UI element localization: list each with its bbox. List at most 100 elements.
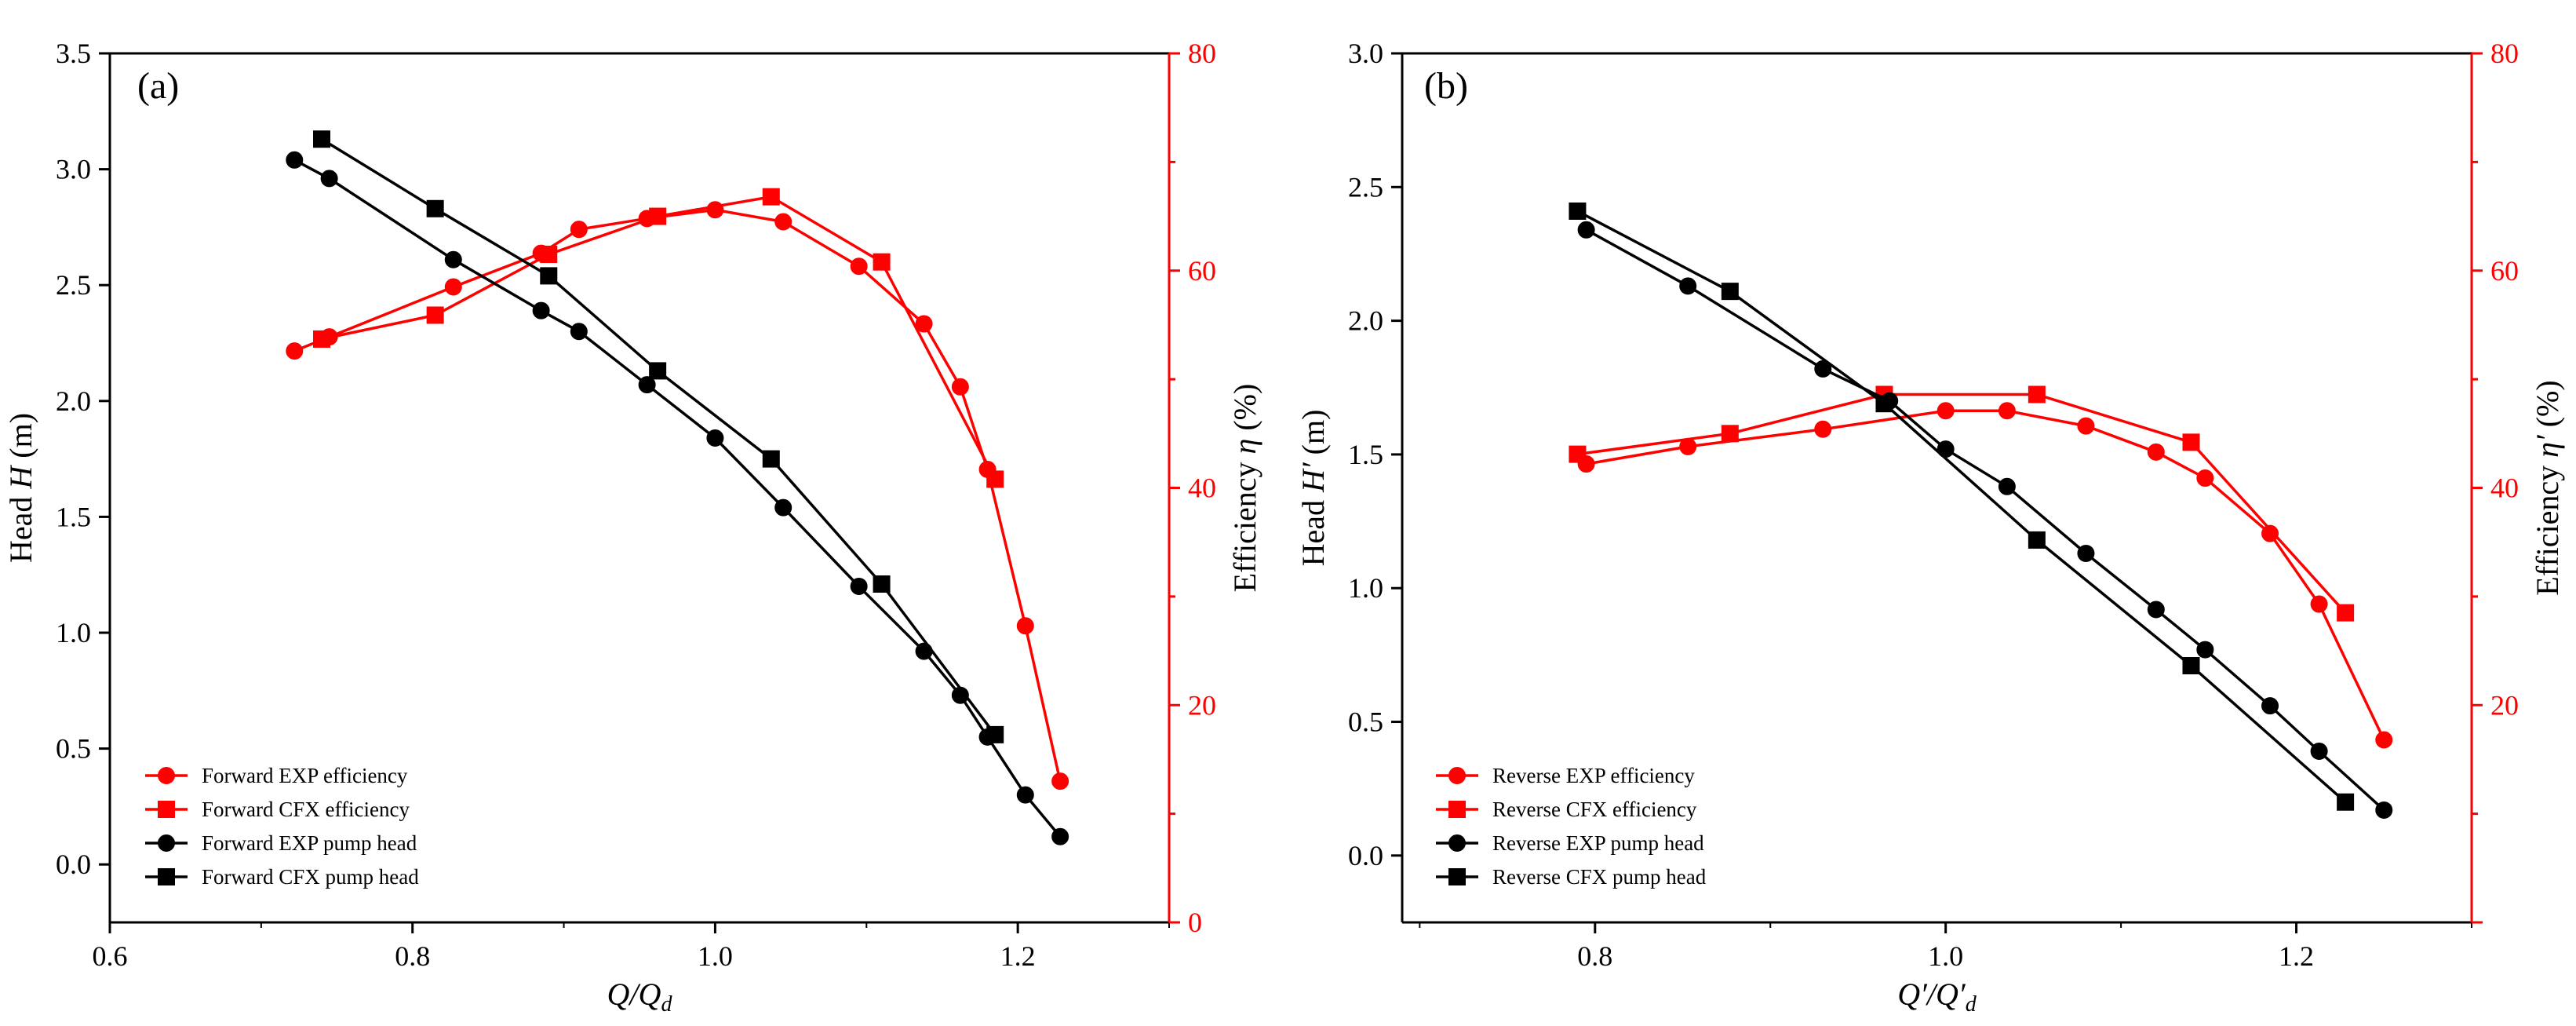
x-axis-title: Q′/Q′d	[1897, 977, 1977, 1017]
y-left-tick-label: 3.0	[1348, 38, 1383, 69]
data-point-circle	[2077, 544, 2095, 562]
data-point-circle	[2196, 469, 2214, 487]
data-point-circle	[2375, 801, 2393, 819]
data-point-circle	[1016, 617, 1034, 635]
data-point-square	[540, 245, 558, 263]
y-right-title-symbol: η	[1227, 439, 1262, 455]
x-tick-label: 1.2	[2279, 940, 2314, 972]
data-point-square	[873, 253, 891, 271]
series-reverse-exp-efficiency	[1577, 402, 2393, 749]
series-line	[321, 137, 997, 736]
data-point-circle	[850, 577, 868, 595]
x-tick-label: 0.8	[395, 940, 430, 972]
series-line	[1576, 210, 2347, 804]
y-left-tick-label: 2.0	[56, 385, 91, 417]
data-point-square	[986, 470, 1004, 488]
data-point-circle	[2147, 601, 2165, 619]
data-point-square	[762, 188, 780, 206]
y-left-axis-title: Head H (m)	[3, 413, 38, 563]
y-left-axis-title: Head H′ (m)	[1295, 410, 1331, 567]
data-point-square	[313, 130, 330, 148]
y-left-tick-label: 3.0	[56, 154, 91, 185]
data-point-circle	[915, 315, 933, 333]
data-point-circle	[532, 301, 550, 319]
legend-marker	[1448, 834, 1466, 852]
data-point-circle	[1814, 420, 1832, 438]
y-left-title-suffix: (m)	[3, 413, 38, 466]
data-point-circle	[320, 170, 338, 188]
legend-label: Reverse EXP pump head	[1492, 831, 1704, 855]
y-left-tick-label: 1.0	[56, 617, 91, 648]
y-left-title-symbol: H′	[1295, 462, 1331, 493]
data-point-circle	[850, 257, 868, 276]
y-left-tick-label: 1.5	[1348, 439, 1383, 470]
x-axis-title-main: Q/Q	[607, 977, 661, 1012]
x-axis-title-sub: d	[661, 992, 672, 1017]
data-point-circle	[570, 221, 588, 239]
data-point-square	[2337, 604, 2355, 622]
data-point-square	[2337, 793, 2355, 811]
series-forward-exp-efficiency	[286, 201, 1069, 790]
legend-label: Forward EXP efficiency	[202, 764, 408, 787]
legend-marker	[1448, 801, 1466, 818]
data-point-square	[540, 267, 558, 285]
y-right-tick-label: 80	[2490, 38, 2519, 69]
data-point-circle	[444, 278, 462, 296]
y-right-tick-label: 60	[2490, 255, 2519, 287]
data-point-circle	[286, 151, 304, 169]
x-tick-label: 1.0	[1928, 940, 1963, 972]
data-point-square	[1721, 283, 1739, 301]
series-line	[1586, 409, 2385, 741]
y-left-tick-label: 0.0	[1348, 840, 1383, 871]
legend-label: Forward CFX efficiency	[202, 798, 410, 821]
y-left-tick-label: 0.0	[56, 849, 91, 880]
data-point-circle	[2077, 417, 2095, 435]
data-point-square	[1721, 425, 1739, 443]
legend-label: Forward CFX pump head	[202, 865, 419, 889]
data-point-circle	[2147, 443, 2165, 461]
y-left-title-prefix: Head	[1295, 492, 1331, 566]
data-point-square	[1875, 395, 1893, 413]
data-point-circle	[951, 378, 969, 396]
y-right-tick-label: 40	[1188, 473, 1216, 504]
panel-b-chart: 0.8 1.0 1.2 0.0 0.5 1.0 1.5 2.0 2.5 3.0 20 40 60 80 (b…	[1295, 38, 2565, 1017]
data-point-circle	[2196, 641, 2214, 659]
legend-marker	[158, 834, 175, 852]
panel-label: (a)	[137, 65, 179, 107]
series-reverse-exp-pump-head	[1577, 221, 2393, 819]
data-point-circle	[1998, 477, 2016, 495]
data-point-circle	[1051, 827, 1069, 845]
data-point-square	[762, 450, 780, 468]
series-forward-cfx-efficiency	[313, 188, 1004, 488]
legend-label: Reverse CFX efficiency	[1492, 798, 1697, 821]
panel-a-chart: 0.6 0.8 1.0 1.2 0.0 0.5 1.0 1.5 2.0 2.5 3.0 3.5 0 20 4…	[3, 38, 1262, 1017]
legend-marker	[158, 868, 175, 885]
data-point-square	[313, 330, 330, 348]
y-right-axis-title: Efficiency η (%)	[1227, 384, 1262, 593]
data-point-square	[1569, 445, 1587, 463]
legend-marker	[158, 801, 175, 818]
panel-label: (b)	[1424, 65, 1468, 107]
y-left-tick-label: 2.5	[56, 269, 91, 301]
y-left-title-suffix: (m)	[1295, 410, 1331, 463]
data-point-circle	[706, 429, 724, 447]
data-point-circle	[1051, 772, 1069, 790]
data-point-circle	[774, 213, 792, 231]
y-left-title-prefix: Head	[3, 489, 38, 563]
y-right-tick-label: 0	[1188, 907, 1202, 938]
data-point-circle	[2375, 731, 2393, 749]
x-axis-title: Q/Qd	[607, 977, 673, 1017]
data-point-square	[1569, 202, 1587, 220]
legend-marker	[1448, 767, 1466, 784]
legend-label: Reverse EXP efficiency	[1492, 764, 1695, 787]
data-point-square	[986, 725, 1004, 743]
data-point-circle	[2310, 595, 2328, 613]
data-point-square	[2028, 385, 2046, 403]
legend-label: Reverse CFX pump head	[1492, 865, 1707, 889]
data-point-circle	[1679, 277, 1697, 295]
y-right-title-prefix: Efficiency	[2530, 458, 2565, 596]
data-point-circle	[915, 642, 933, 660]
x-axis-title-sub: d	[1966, 992, 1977, 1017]
y-left-tick-label: 0.5	[1348, 707, 1383, 738]
